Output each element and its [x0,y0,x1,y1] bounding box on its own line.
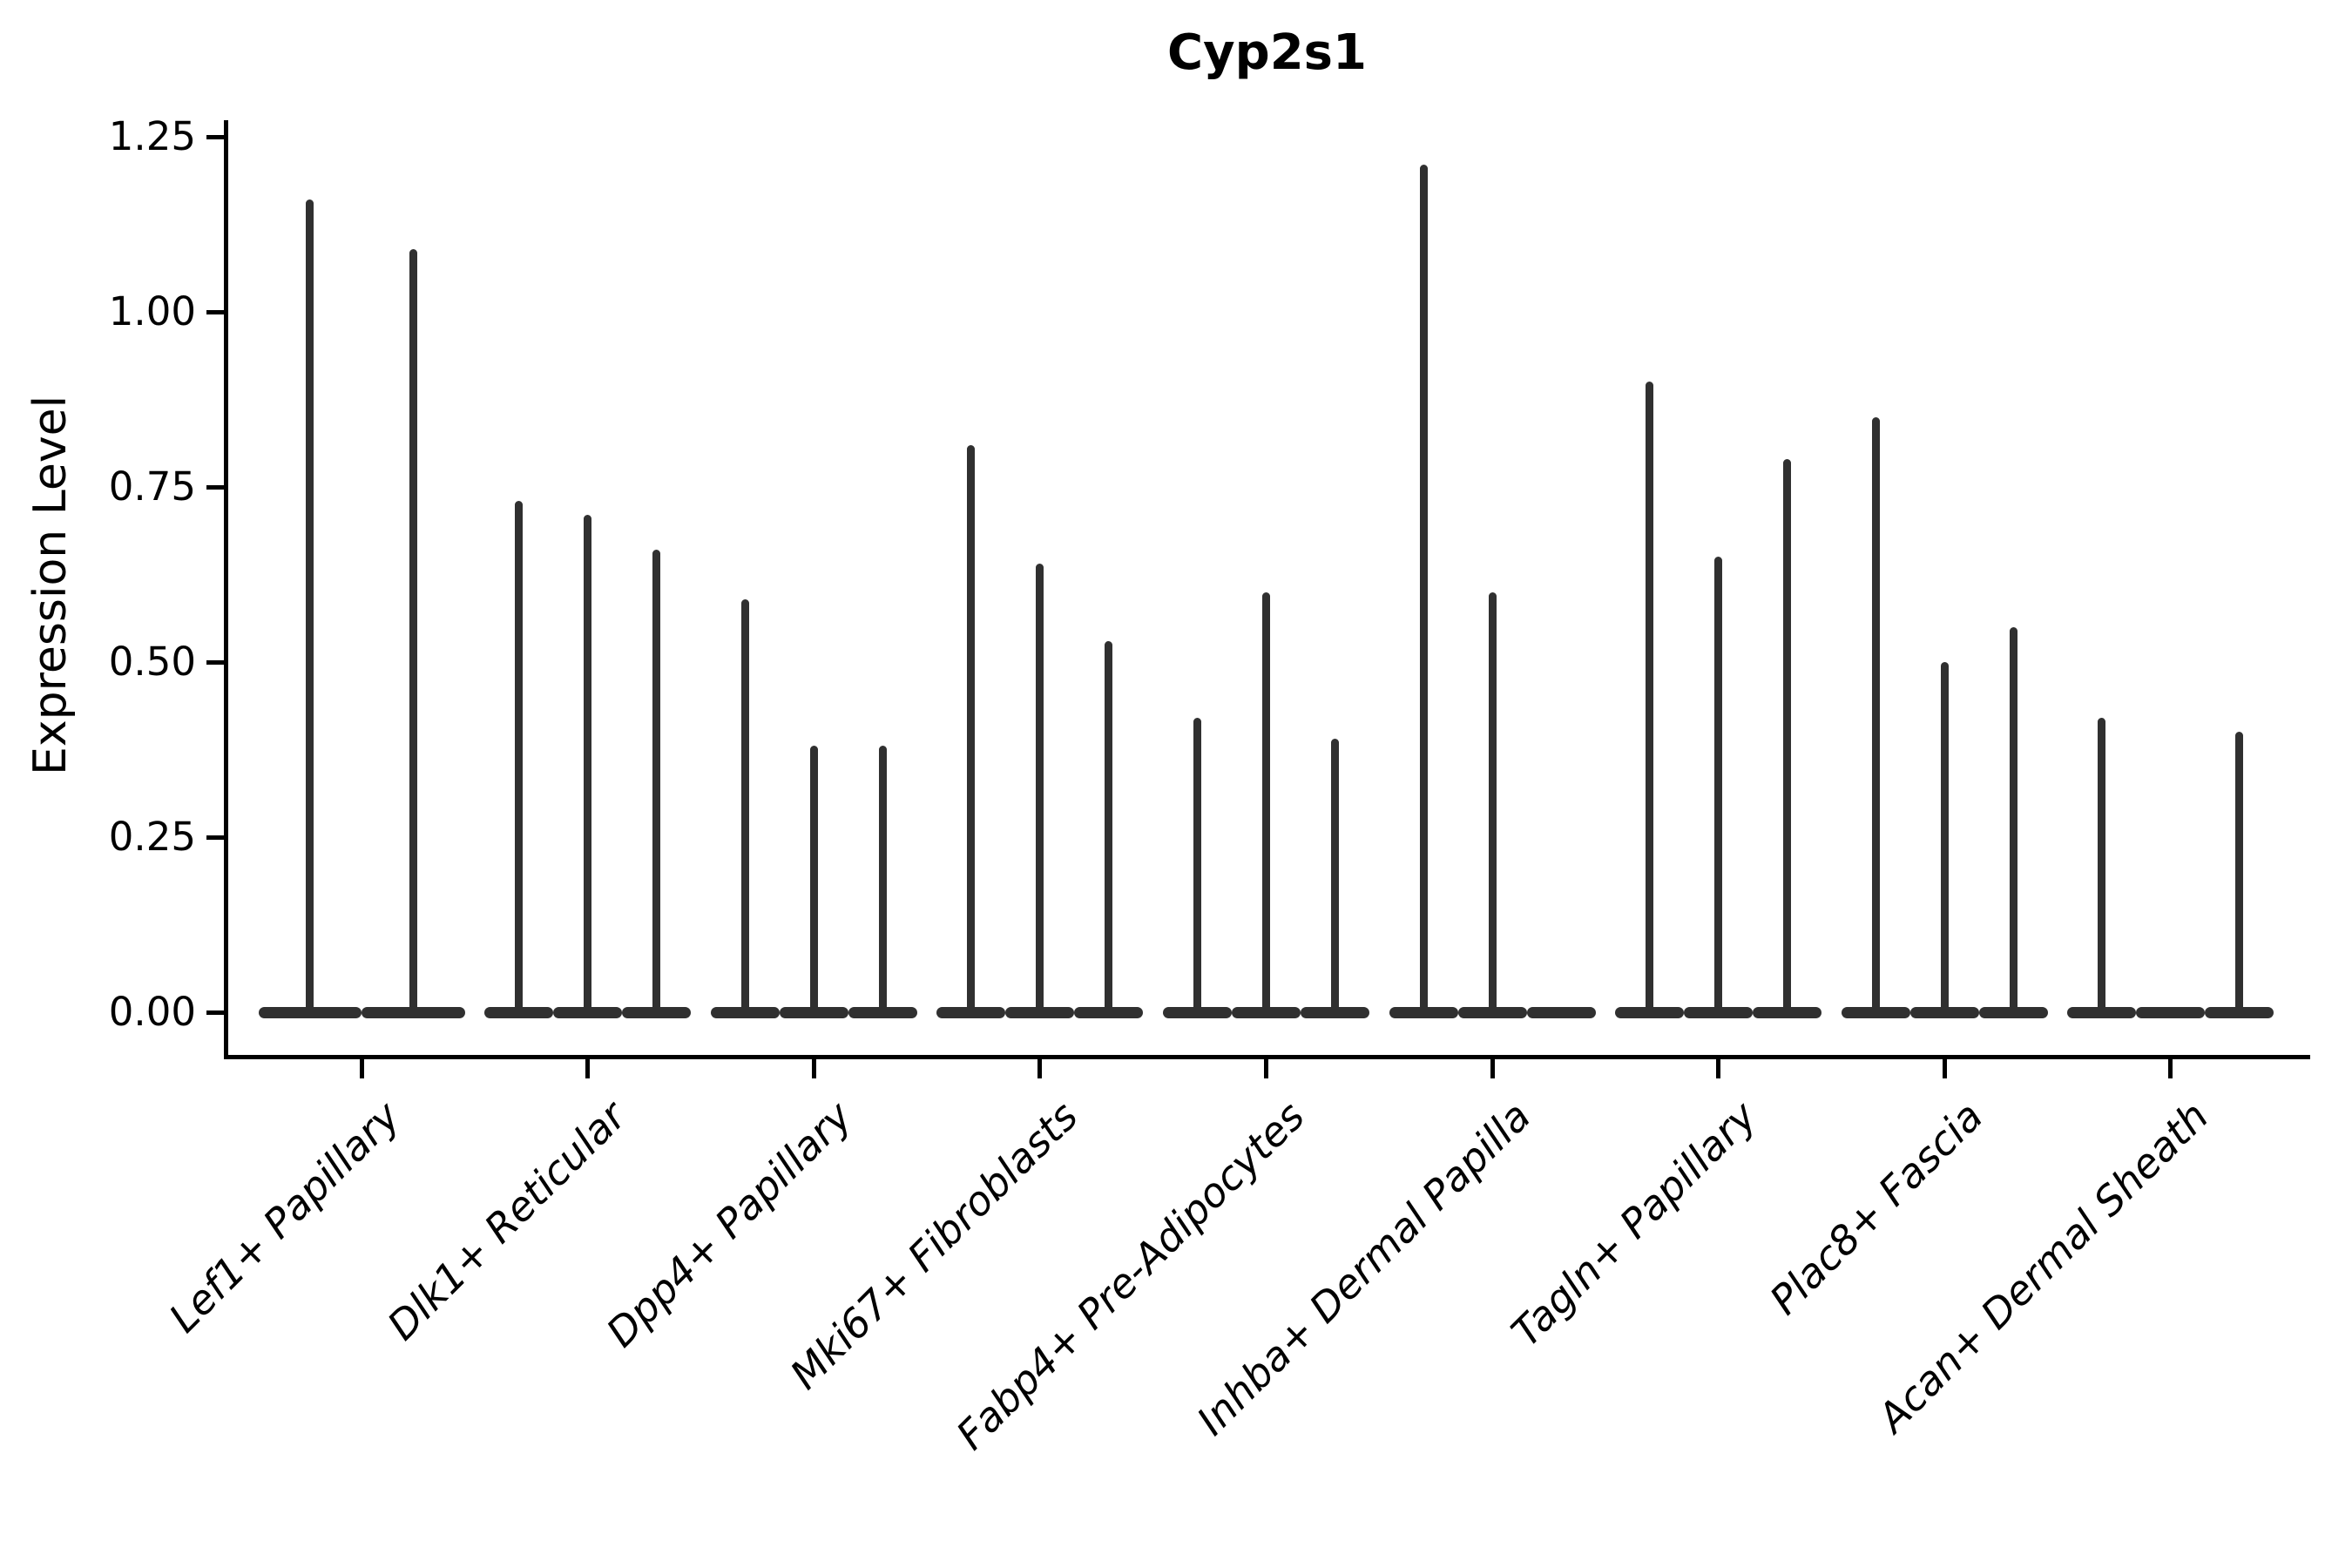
violin-base [1909,1006,1979,1018]
violin-base [1684,1006,1754,1018]
x-tick-mark [1716,1059,1721,1078]
y-tick-label: 1.00 [108,288,196,335]
violin-base [1457,1006,1527,1018]
violin-spike [2098,718,2106,1012]
violin-spike [584,515,592,1012]
violin-spike [809,746,818,1012]
x-tick-mark [585,1059,591,1078]
x-category-label: Tagln+ Papillary [1502,1092,1766,1356]
x-category-label: Dlk1+ Reticular [378,1092,635,1349]
violin-spike [306,199,314,1012]
violin-base [710,1006,780,1018]
violin-base [2205,1006,2274,1018]
violin-base [1526,1006,1596,1018]
violin-base [936,1006,1006,1018]
y-tick-label: 0.00 [108,989,196,1035]
violin-spike [1646,382,1654,1012]
x-tick-mark [1490,1059,1495,1078]
violin-spike [1261,591,1270,1012]
x-tick-mark [359,1059,364,1078]
y-tick-mark [206,1010,226,1015]
violin-spike [1488,591,1497,1012]
violin-base [1978,1006,2048,1018]
violin-spike [409,248,417,1012]
violin-base [362,1006,465,1018]
x-category-label: Lef1+ Papillary [159,1092,409,1342]
violin-spike [1036,564,1044,1012]
violin-spike [878,746,887,1012]
violin-spike [652,550,661,1012]
violin-spike [1105,640,1113,1012]
violin-spike [1940,662,1949,1012]
violin-base [1389,1006,1458,1018]
violin-base [1162,1006,1232,1018]
violin-base [848,1006,917,1018]
violin-spike [1330,739,1339,1012]
violin-spike [740,598,749,1012]
violin-base [1300,1006,1369,1018]
violin-base [1841,1006,1910,1018]
violin-spike [1714,557,1723,1012]
y-tick-mark [206,484,226,490]
violin-base [2067,1006,2137,1018]
x-category-label: Plac8+ Fascia [1761,1092,1992,1324]
violin-spike [1783,458,1792,1012]
violin-base [553,1006,623,1018]
y-tick-label: 0.25 [108,814,196,860]
violin-base [1005,1006,1075,1018]
violin-spike [1871,416,1880,1012]
y-axis-label: Expression Level [24,395,77,776]
violin-spike [1419,165,1428,1012]
x-axis-spine [224,1055,2310,1059]
y-tick-mark [206,134,226,139]
violin-spike [2235,732,2244,1012]
violin-base [1074,1006,1144,1018]
violin-base [779,1006,848,1018]
y-tick-mark [206,835,226,840]
x-tick-mark [2168,1059,2173,1078]
violin-base [1753,1006,1822,1018]
violin-spike [967,444,976,1012]
x-category-label: Dpp4+ Papillary [597,1092,862,1356]
y-tick-mark [206,309,226,314]
y-tick-mark [206,659,226,665]
violin-base [484,1006,554,1018]
violin-base [1615,1006,1685,1018]
violin-spike [2009,626,2017,1012]
x-tick-mark [1037,1059,1043,1078]
y-axis-spine [224,120,228,1059]
violin-base [2136,1006,2206,1018]
violin-base [1231,1006,1301,1018]
y-tick-label: 0.75 [108,463,196,510]
chart-title: Cyp2s1 [1167,24,1367,81]
x-tick-mark [1942,1059,1947,1078]
x-tick-mark [1263,1059,1268,1078]
violin-spike [1193,718,1201,1012]
y-tick-label: 0.50 [108,639,196,685]
violin-spike [515,501,524,1012]
y-tick-label: 1.25 [108,113,196,159]
x-tick-mark [811,1059,816,1078]
violin-base [622,1006,692,1018]
violin-base [258,1006,362,1018]
